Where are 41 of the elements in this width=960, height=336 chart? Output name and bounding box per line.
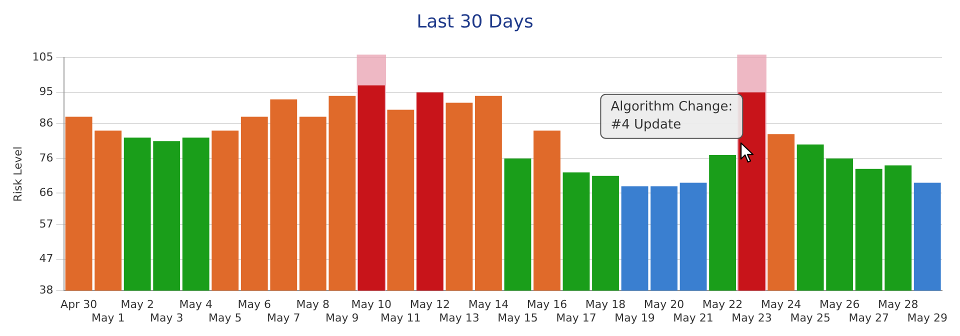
- x-tick-label: May 3: [150, 311, 184, 324]
- x-tick-label: May 26: [819, 298, 860, 312]
- x-tick-label: May 5: [208, 311, 242, 324]
- x-tick-label: May 8: [296, 298, 330, 312]
- x-tick-label: May 1: [91, 311, 125, 324]
- y-tick-label: 76: [39, 151, 54, 164]
- x-tick-label: May 4: [179, 298, 212, 312]
- x-tick-label: May 20: [644, 298, 684, 312]
- x-tick-label: May 19: [614, 311, 655, 324]
- y-tick-label: 66: [39, 186, 54, 200]
- x-tick-label: May 7: [267, 311, 300, 324]
- x-tick-label: May 17: [556, 311, 596, 324]
- x-tick-label: May 24: [760, 298, 802, 312]
- x-tick-label: May 6: [238, 298, 272, 312]
- x-tick-label: May 18: [585, 298, 626, 312]
- y-tick-label: 105: [32, 50, 54, 64]
- x-tick-label: May 10: [351, 298, 392, 312]
- x-tick-label: May 12: [410, 298, 450, 312]
- x-tick-label: May 9: [326, 311, 359, 324]
- annotation: Algorithm Change: #4 Update: [610, 99, 733, 132]
- y-tick-label: 38: [39, 283, 54, 296]
- x-tick-label: May 22: [702, 298, 743, 312]
- x-tick-label: May 29: [907, 311, 948, 324]
- x-tick-label: May 21: [673, 311, 714, 324]
- x-tick-label: May 14: [468, 298, 509, 312]
- x-tick-label: May 13: [439, 311, 480, 324]
- x-tick-label: May 25: [790, 311, 830, 324]
- x-tick-label: May 27: [848, 311, 889, 324]
- x-tick-label: May 15: [498, 311, 538, 324]
- x-tick-label: May 28: [878, 298, 918, 312]
- y-tick-label: 95: [39, 85, 54, 98]
- x-tick-label: May 11: [380, 311, 421, 324]
- x-tick-label: May 23: [732, 311, 772, 324]
- x-tick-label: Apr 30: [60, 298, 98, 312]
- y-tick-label: 57: [39, 217, 54, 230]
- y-axis-title: Risk Level: [11, 146, 24, 202]
- x-tick-label: May 2: [120, 298, 154, 312]
- chart-title: Last 30 Days: [416, 11, 534, 32]
- x-tick-label: May 16: [526, 298, 568, 312]
- y-tick-label: 47: [39, 252, 54, 266]
- y-tick-label: 86: [39, 116, 54, 130]
